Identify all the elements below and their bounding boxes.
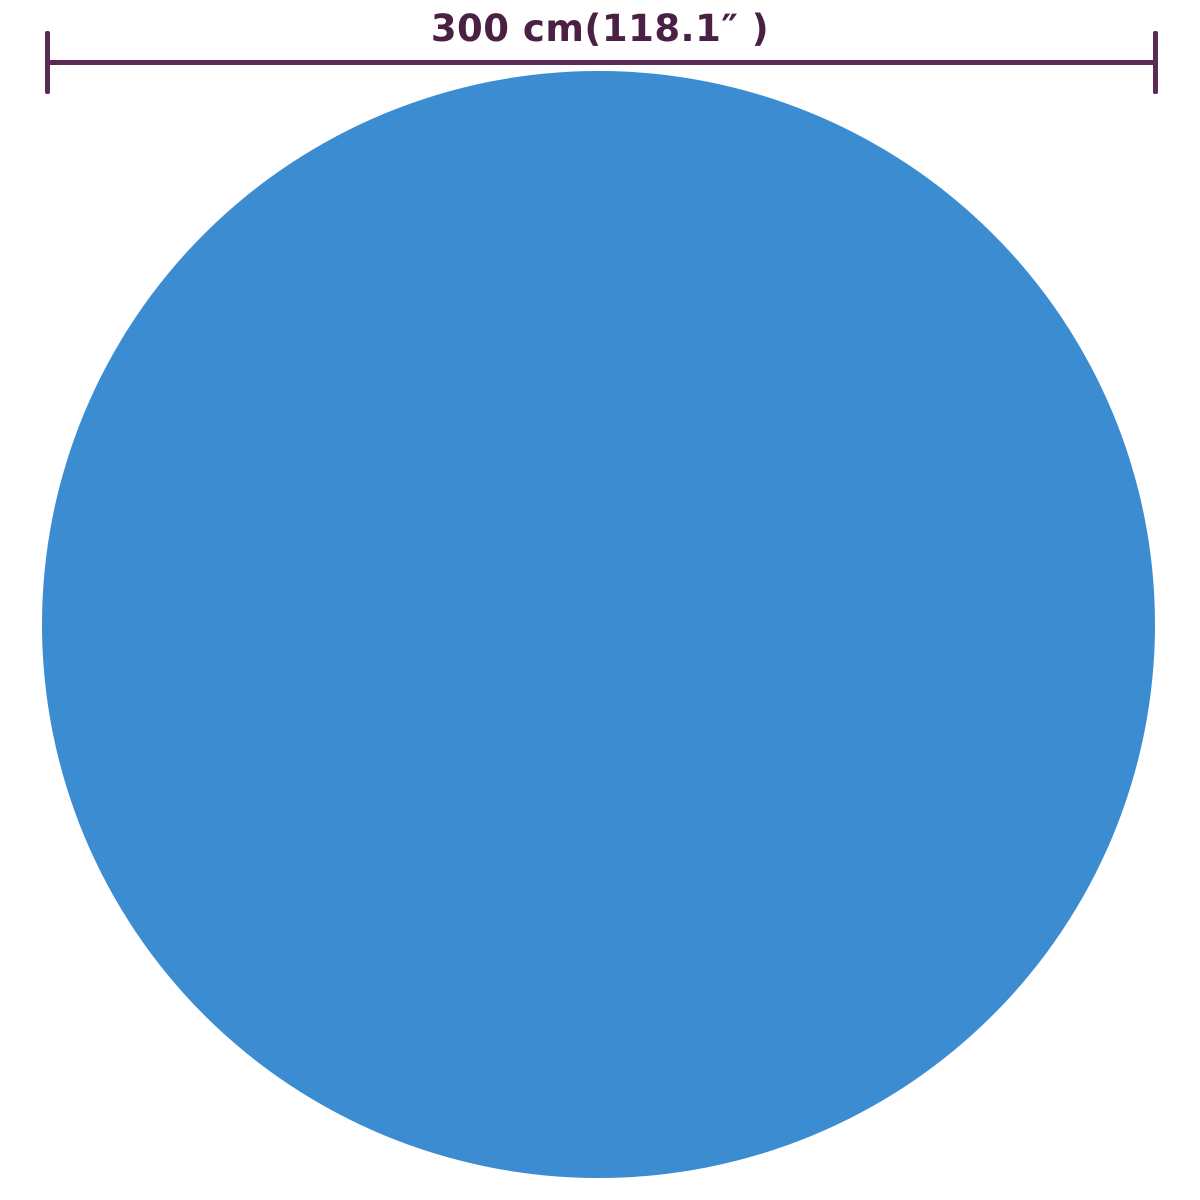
dimension-label: 300 cm(118.1″ ) [430, 7, 770, 50]
dimension-rule [45, 60, 1158, 65]
pool-cover-circle [42, 71, 1155, 1178]
